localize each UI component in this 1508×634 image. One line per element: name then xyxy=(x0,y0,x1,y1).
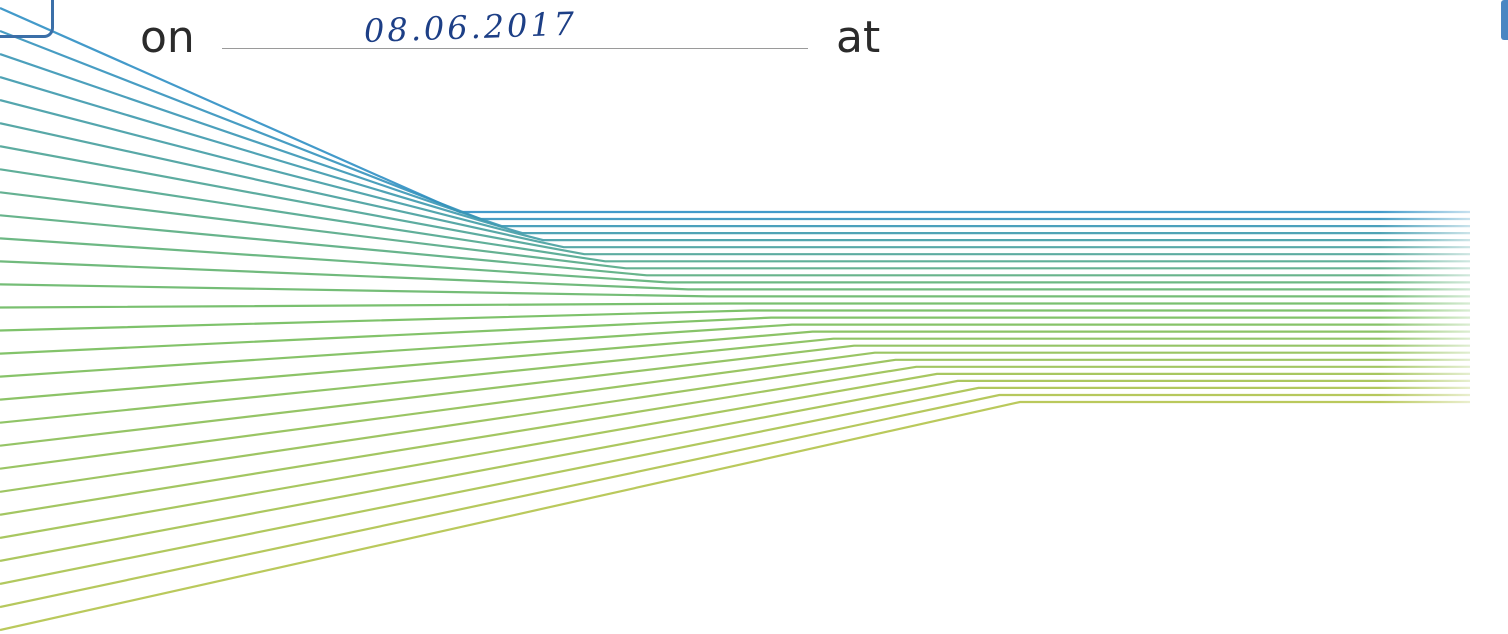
date-underline xyxy=(222,48,808,49)
fan-line xyxy=(0,76,1470,235)
fan-line xyxy=(0,145,1470,256)
fan-line xyxy=(0,309,1470,332)
right-fade-overlay xyxy=(1380,200,1508,420)
fan-line xyxy=(0,99,1470,242)
fan-line xyxy=(0,379,1470,562)
fan-line xyxy=(0,122,1470,249)
fan-line xyxy=(0,237,1470,284)
fanned-lines-group xyxy=(0,6,1470,632)
fan-line xyxy=(0,372,1470,539)
fan-line xyxy=(0,191,1470,270)
fan-line xyxy=(0,323,1470,378)
fan-line xyxy=(0,400,1470,632)
fan-line xyxy=(0,29,1470,221)
fan-line xyxy=(0,386,1470,585)
at-label: at xyxy=(836,12,881,63)
fan-line xyxy=(0,365,1470,516)
corner-bracket-decoration xyxy=(0,0,54,38)
fan-line xyxy=(0,6,1470,214)
fan-line xyxy=(0,302,1470,309)
fan-line xyxy=(0,168,1470,263)
fan-line xyxy=(0,337,1470,424)
fan-line xyxy=(0,351,1470,470)
fan-line xyxy=(0,260,1470,291)
fan-line xyxy=(0,316,1470,355)
fan-line xyxy=(0,283,1470,298)
fan-line xyxy=(0,330,1470,401)
fan-line xyxy=(0,344,1470,447)
date-field-handwritten[interactable]: 08.06.2017 xyxy=(363,4,578,50)
edge-mark-decoration xyxy=(1501,0,1508,40)
fan-line xyxy=(0,214,1470,277)
fan-line xyxy=(0,358,1470,493)
on-label: on xyxy=(140,12,195,63)
fan-line xyxy=(0,53,1470,228)
fan-line xyxy=(0,393,1470,609)
